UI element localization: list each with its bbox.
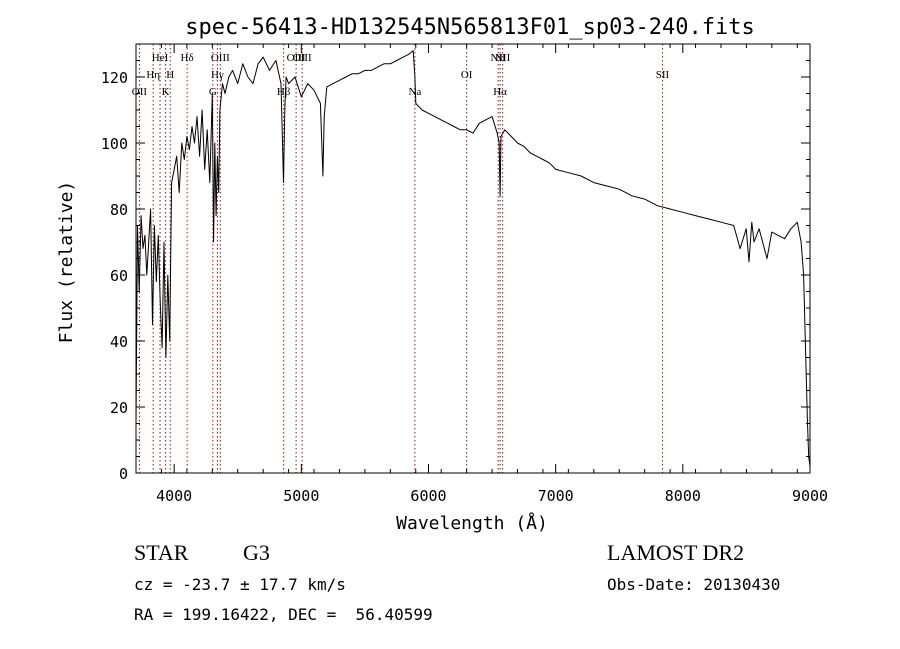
line-marker-label: OII: [132, 86, 148, 98]
object-subclass: G3: [243, 540, 270, 565]
spectrum-line: [135, 50, 811, 467]
y-axis-label: Flux (relative): [56, 181, 77, 344]
y-axis-ticks: 0 20 40 60 80 100 120: [101, 43, 810, 483]
line-marker-label: NII: [491, 52, 507, 64]
x-tick-label: 5000: [283, 487, 319, 505]
data-release: LAMOST DR2: [607, 540, 744, 565]
line-marker-label: Hβ: [277, 86, 291, 98]
line-marker-label: HeI: [152, 52, 169, 64]
spectral-line-labels: OIIHηHeIKHHδGHγOIIIHβOIIIOIIINaOINIIHαNI…: [132, 52, 670, 98]
obs-date: Obs-Date: 20130430: [607, 575, 780, 594]
x-tick-label: 6000: [410, 487, 446, 505]
line-marker-label: OIII: [293, 52, 312, 64]
x-axis-ticks: 4000 5000 6000 7000 8000 9000: [135, 44, 828, 505]
redshift-text: cz = -23.7 ± 17.7 km/s: [134, 575, 346, 594]
x-tick-label: 4000: [156, 487, 192, 505]
x-axis-label: Wavelength (Å): [396, 512, 548, 534]
x-tick-label: 8000: [665, 487, 701, 505]
x-tick-label: 7000: [538, 487, 574, 505]
y-tick-label: 120: [101, 69, 128, 87]
series-layer: [135, 50, 811, 467]
line-marker-label: SII: [656, 69, 670, 81]
line-marker-label: Hη: [146, 69, 160, 81]
y-tick-label: 20: [110, 399, 128, 417]
line-marker-label: K: [162, 86, 170, 98]
line-marker-label: OIII: [287, 52, 306, 64]
line-marker-label: OI: [461, 69, 473, 81]
line-marker-label: G: [209, 86, 217, 98]
line-marker-label: Hδ: [181, 52, 194, 64]
y-tick-label: 60: [110, 267, 128, 285]
chart-title: spec-56413-HD132545N565813F01_sp03-240.f…: [185, 15, 755, 40]
x-tick-label: 9000: [792, 487, 828, 505]
line-marker-label: Hα: [493, 86, 507, 98]
spectral-line-markers: [138, 44, 663, 473]
y-tick-label: 0: [119, 465, 128, 483]
line-marker-label: NII: [495, 52, 511, 64]
line-marker-label: OIII: [211, 52, 230, 64]
coordinates-text: RA = 199.16422, DEC = 56.40599: [134, 605, 433, 624]
y-tick-label: 40: [110, 333, 128, 351]
line-marker-label: H: [166, 69, 174, 81]
plot-frame: [135, 43, 811, 474]
y-tick-label: 100: [101, 135, 128, 153]
line-marker-label: Hγ: [211, 69, 224, 81]
object-class: STAR: [134, 540, 189, 565]
y-tick-label: 80: [110, 201, 128, 219]
